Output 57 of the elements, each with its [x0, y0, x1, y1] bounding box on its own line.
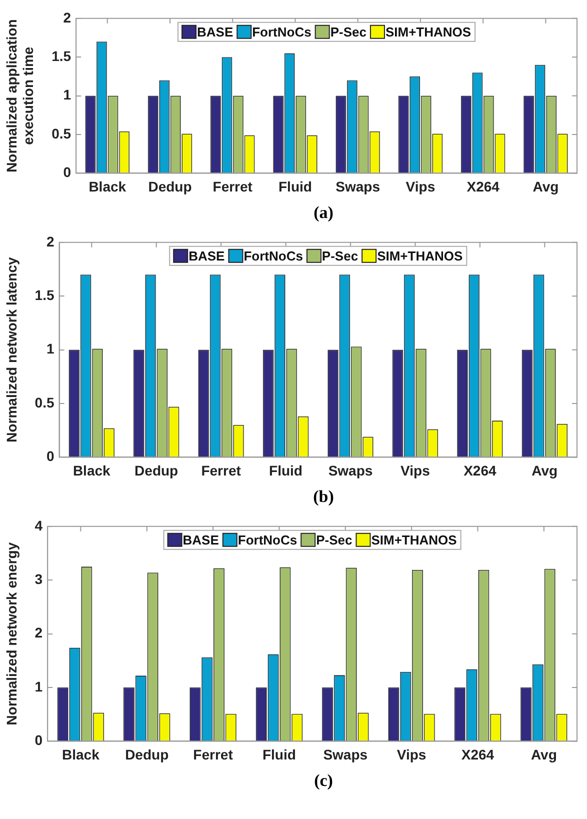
y-tick-label: 1 [46, 340, 54, 357]
legend-label: P-Sec [330, 24, 366, 40]
y-tick-label: 2 [46, 233, 54, 250]
y-tick-label: 4 [34, 517, 43, 534]
x-tick-label: Black [62, 746, 100, 762]
y-tick-label: 2 [34, 624, 43, 641]
x-tick-label: Dedup [148, 178, 192, 194]
x-tick-label: X264 [461, 746, 494, 762]
x-tick-label: Avg [530, 746, 557, 762]
y-axis-title: Normalized network latency [3, 257, 20, 442]
y-axis-title: Normalized network energy [3, 542, 20, 726]
y-tick-label: 2 [63, 9, 72, 26]
legend-label: BASE [197, 24, 234, 40]
x-tick-label: Fluid [262, 746, 296, 762]
x-tick-label: Dedup [125, 746, 169, 762]
x-tick-label: Swaps [328, 462, 373, 478]
x-tick-label: Fluid [278, 178, 312, 194]
x-tick-label: Ferret [212, 178, 253, 194]
legend-label: SIM+THANOS [371, 532, 458, 548]
legend-label: SIM+THANOS [385, 24, 472, 40]
x-tick-label: Black [72, 462, 111, 478]
y-tick-label: 3 [34, 570, 43, 587]
x-tick-label: Ferret [193, 746, 234, 762]
y-tick-label: 1 [34, 678, 43, 694]
y-tick-label: 0.5 [52, 125, 72, 142]
x-tick-label: Swaps [323, 746, 368, 762]
x-tick-label: Swaps [336, 178, 380, 194]
x-tick-label: Vips [406, 178, 436, 194]
y-tick-label: 1 [63, 86, 72, 103]
x-tick-label: X264 [464, 462, 496, 478]
y-tick-label: 0 [46, 448, 54, 464]
x-tick-label: Fluid [269, 462, 302, 478]
x-tick-label: Avg [532, 462, 558, 478]
x-tick-label: Avg [532, 178, 559, 194]
y-tick-label: 1.5 [34, 286, 54, 303]
x-tick-label: Ferret [201, 462, 242, 478]
legend-label: FortNoCs [238, 532, 298, 548]
y-tick-label: 0 [34, 732, 43, 748]
y-tick-label: 0 [63, 164, 72, 180]
x-tick-label: Vips [400, 462, 430, 478]
legend-label: FortNoCs [244, 248, 303, 264]
x-tick-label: X264 [466, 178, 500, 194]
legend-label: P-Sec [316, 532, 352, 548]
text: (a) [312, 202, 334, 224]
legend-label: FortNoCs [252, 24, 312, 40]
x-tick-label: Black [88, 178, 126, 194]
x-tick-label: Vips [396, 746, 426, 762]
legend-label: P-Sec [322, 248, 358, 264]
text: (b) [312, 486, 335, 508]
text: (c) [313, 770, 334, 792]
y-tick-label: 0.5 [34, 394, 54, 410]
legend-label: SIM+THANOS [377, 248, 463, 264]
legend-label: BASE [188, 248, 226, 264]
y-tick-label: 1.5 [52, 48, 72, 64]
x-tick-label: Dedup [134, 462, 178, 478]
y-axis-title: Normalized application execution time [3, 19, 36, 172]
legend-label: BASE [182, 532, 220, 548]
